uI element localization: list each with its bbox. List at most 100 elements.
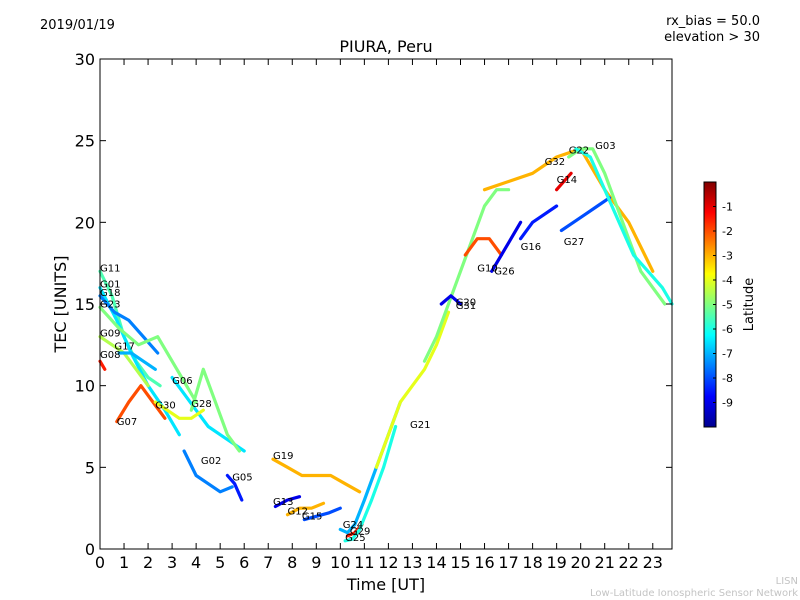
satellite-label: G23 xyxy=(100,299,120,310)
satellite-label: G15 xyxy=(302,512,322,523)
y-tick-label: 20 xyxy=(75,213,95,232)
plot-parameters: rx_bias = 50.0 elevation > 30 xyxy=(664,14,760,46)
x-tick-label: 1 xyxy=(119,553,129,572)
series-g25 xyxy=(343,424,398,543)
colorbar-tick-label: -9 xyxy=(722,397,733,410)
x-tick-label: 8 xyxy=(287,553,297,572)
chart-title: PIURA, Peru xyxy=(339,37,432,56)
series-g16 xyxy=(518,204,559,241)
series-g08 xyxy=(98,359,107,371)
satellite-label: G02 xyxy=(201,456,221,467)
series-g13 xyxy=(273,495,302,509)
y-tick-label: 5 xyxy=(85,458,95,477)
colorbar-tick-label: -1 xyxy=(722,201,733,214)
satellite-label: G32 xyxy=(545,157,565,168)
series-g21 xyxy=(374,310,451,469)
elevation-label: elevation > 30 xyxy=(664,30,760,45)
date-label: 2019/01/19 xyxy=(40,18,115,33)
satellite-label: G26 xyxy=(494,267,514,278)
satellite-label: G16 xyxy=(521,242,541,253)
colorbar-tick-label: -7 xyxy=(722,348,733,361)
satellite-label: G13 xyxy=(273,497,293,508)
series-g30 xyxy=(153,400,205,420)
series-g22 xyxy=(567,147,667,306)
series-g19 xyxy=(271,457,362,494)
colorbar-tick-label: -4 xyxy=(722,274,733,287)
x-tick-label: 20 xyxy=(570,553,590,572)
x-tick-label: 10 xyxy=(330,553,350,572)
x-tick-label: 15 xyxy=(450,553,470,572)
x-tick-label: 4 xyxy=(191,553,201,572)
x-tick-label: 22 xyxy=(619,553,639,572)
satellite-label: G22 xyxy=(569,146,589,157)
colorbar-label: Latitude xyxy=(742,278,757,332)
x-tick-label: 2 xyxy=(143,553,153,572)
series-g23 xyxy=(98,305,198,404)
series-g02 xyxy=(182,449,234,494)
footer-credit: LISN Low-Latitude Ionospheric Sensor Net… xyxy=(590,576,798,600)
satellite-label: G18 xyxy=(100,288,120,299)
x-tick-label: 17 xyxy=(498,553,518,572)
y-tick-label: 30 xyxy=(75,50,95,69)
series-g31 xyxy=(439,294,463,306)
satellite-label: G14 xyxy=(557,175,577,186)
satellite-label: G29 xyxy=(350,526,370,537)
satellite-label: G07 xyxy=(117,417,137,428)
series-g07 xyxy=(115,384,167,424)
satellite-label: G17 xyxy=(114,342,134,353)
colorbar-tick-label: -8 xyxy=(722,372,733,385)
satellite-label: G03 xyxy=(595,141,615,152)
satellite-label: G30 xyxy=(155,401,175,412)
series-g26 xyxy=(490,220,523,273)
x-tick-label: 6 xyxy=(239,553,249,572)
x-tick-label: 7 xyxy=(263,553,273,572)
footer-org-full: Low-Latitude Ionospheric Sensor Network xyxy=(590,588,798,599)
satellite-label: G10 xyxy=(477,263,497,274)
satellite-label: G01 xyxy=(100,280,120,291)
satellite-label: G21 xyxy=(410,420,430,431)
satellite-label: G09 xyxy=(100,329,120,340)
satellite-label: G24 xyxy=(343,520,363,531)
series-g24 xyxy=(338,400,402,535)
series-g17 xyxy=(117,351,157,371)
series-g10 xyxy=(463,237,503,257)
y-tick-label: 15 xyxy=(75,295,95,314)
x-tick-label: 23 xyxy=(643,553,663,572)
satellite-label: G05 xyxy=(232,472,252,483)
satellite-label: G12 xyxy=(288,507,308,518)
x-tick-label: 5 xyxy=(215,553,225,572)
satellite-label: G27 xyxy=(564,237,584,248)
series-g14 xyxy=(554,171,573,192)
satellite-label: G06 xyxy=(172,376,192,387)
satellite-label: G19 xyxy=(273,451,293,462)
satellite-label: G25 xyxy=(345,533,365,544)
axes: 0 1 2 3 4 5 6 7 8 9 10 11 12 13 14 15 16 17 18 19 20 21 22 2305… xyxy=(75,50,672,572)
x-tick-label: 21 xyxy=(595,553,615,572)
x-tick-label: 0 xyxy=(95,553,105,572)
series-g06 xyxy=(170,375,246,453)
satellite-label: G20 xyxy=(456,298,476,309)
x-tick-label: 9 xyxy=(311,553,321,572)
series-layer xyxy=(98,147,674,543)
colorbar-tick-label: -3 xyxy=(722,250,733,263)
series-g01 xyxy=(98,286,181,437)
x-tick-label: 14 xyxy=(426,553,446,572)
footer-org-short: LISN xyxy=(775,576,798,587)
series-g03 xyxy=(574,147,674,306)
y-tick-label: 0 xyxy=(85,540,95,559)
rx-bias-label: rx_bias = 50.0 xyxy=(666,14,760,29)
series-g32 xyxy=(482,147,655,273)
series-g27 xyxy=(559,196,612,233)
x-axis-title: Time [UT] xyxy=(346,575,425,594)
x-tick-label: 11 xyxy=(354,553,374,572)
colorbar-tick-label: -2 xyxy=(722,225,733,238)
series-g28 xyxy=(189,367,241,453)
series-g05 xyxy=(225,473,244,502)
y-tick-label: 25 xyxy=(75,132,95,151)
colorbar-tick-label: -6 xyxy=(722,323,733,336)
x-tick-label: 16 xyxy=(474,553,494,572)
x-tick-label: 12 xyxy=(378,553,398,572)
colorbar-tick-label: -5 xyxy=(722,299,733,312)
